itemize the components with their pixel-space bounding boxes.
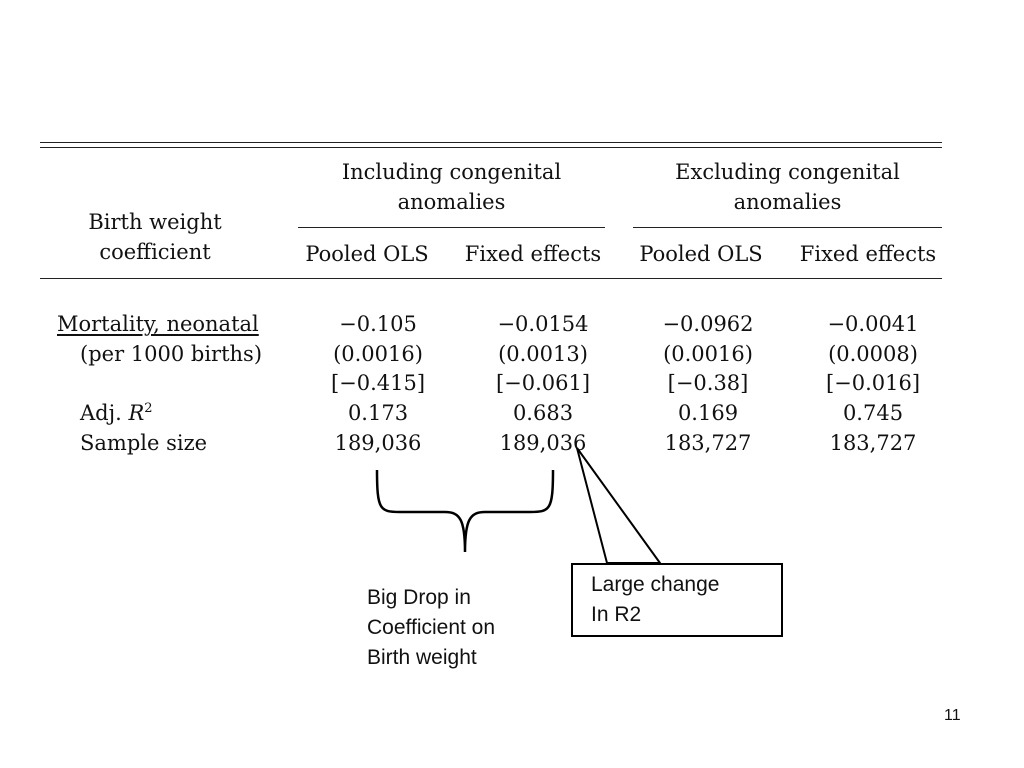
callout-box-r2 (571, 563, 783, 637)
group-header-including-line2: anomalies (397, 190, 506, 214)
table-header-rule (40, 278, 942, 279)
callout-r2-line1: Large change (591, 573, 720, 596)
cell-r2-4: 0.745 (842, 401, 904, 425)
row-label-sample-size: Sample size (80, 431, 208, 455)
cell-coef-2: −0.0154 (497, 312, 589, 336)
column-header-fixed-effects-2: Fixed effects (799, 242, 937, 266)
cell-r2-1: 0.173 (347, 401, 409, 425)
curly-brace (375, 469, 555, 553)
row-label-adj-r2: Adj. R2 (80, 401, 153, 425)
callout-r2-text: Large change In R2 (591, 570, 719, 630)
cell-n-1: 189,036 (334, 431, 422, 455)
group-header-including: Including congenital anomalies (298, 160, 605, 214)
cell-se-1: (0.0016) (333, 342, 423, 366)
stub-header-line2: coefficient (99, 240, 211, 264)
cell-r2-2: 0.683 (512, 401, 574, 425)
brace-annotation-text: Big Drop in Coefficient on Birth weight (367, 583, 495, 673)
cell-se-2: (0.0013) (498, 342, 588, 366)
group-rule-excluding (633, 227, 942, 228)
cell-r2-3: 0.169 (677, 401, 739, 425)
stub-header: Birth weight coefficient (60, 210, 250, 264)
cell-bracket-1: [−0.415] (330, 371, 426, 395)
callout-pointer (576, 447, 662, 564)
adj-r2-exponent: 2 (144, 401, 153, 416)
group-header-excluding-line1: Excluding congenital (675, 160, 900, 184)
cell-se-3: (0.0016) (663, 342, 753, 366)
page-number: 11 (944, 707, 961, 724)
cell-coef-1: −0.105 (339, 312, 417, 336)
table-top-rule-1 (40, 142, 942, 143)
cell-n-2: 189,036 (499, 431, 587, 455)
cell-coef-4: −0.0041 (827, 312, 919, 336)
cell-se-4: (0.0008) (828, 342, 918, 366)
cell-n-4: 183,727 (829, 431, 917, 455)
cell-coef-3: −0.0962 (662, 312, 754, 336)
brace-annotation-line1: Big Drop in (367, 586, 471, 609)
callout-r2-line2: In R2 (591, 603, 642, 626)
group-header-including-line1: Including congenital (341, 160, 562, 184)
cell-bracket-3: [−0.38] (667, 371, 749, 395)
brace-annotation-line3: Birth weight (367, 646, 477, 669)
cell-bracket-2: [−0.061] (495, 371, 591, 395)
column-header-pooled-ols-1: Pooled OLS (305, 242, 429, 266)
column-header-pooled-ols-2: Pooled OLS (639, 242, 763, 266)
group-header-excluding: Excluding congenital anomalies (633, 160, 942, 214)
group-rule-including (298, 227, 605, 228)
group-header-excluding-line2: anomalies (733, 190, 842, 214)
stub-header-line1: Birth weight (88, 210, 222, 234)
adj-r2-label-text: Adj. (80, 401, 129, 425)
cell-n-3: 183,727 (664, 431, 752, 455)
adj-r2-symbol: R (128, 401, 145, 425)
table-top-rule-2 (40, 147, 942, 148)
row-label-mortality: Mortality, neonatal (57, 312, 259, 336)
row-label-per-1000: (per 1000 births) (80, 342, 263, 366)
column-header-fixed-effects-1: Fixed effects (464, 242, 602, 266)
brace-annotation-line2: Coefficient on (367, 616, 496, 639)
cell-bracket-4: [−0.016] (825, 371, 921, 395)
